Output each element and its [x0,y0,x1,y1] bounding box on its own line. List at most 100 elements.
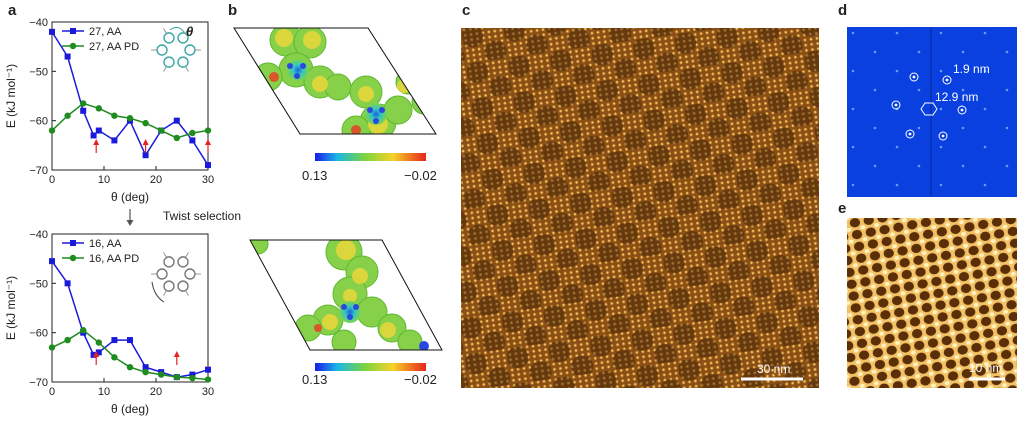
x-tick-label: 0 [49,174,55,186]
scalebar-c-label: 30 nm [757,362,790,376]
twist-arrow [125,208,135,228]
data-point [49,258,55,265]
selection-arrow-head [93,351,100,357]
y-tick-label: −70 [29,165,48,177]
fft-label-small: 1.9 nm [953,62,990,76]
plot-frame [51,21,209,171]
data-point [173,373,180,381]
legend-marker [70,28,76,34]
data-point [142,368,149,376]
esp-scale-low-bottom: 0.13 [302,372,327,387]
esp-scale-low-top: 0.13 [302,168,327,183]
data-point [111,112,118,119]
data-point [80,100,87,107]
data-point [173,134,180,142]
x-tick-label: 30 [202,386,214,398]
y-axis-label: E (kJ mol⁻¹) [4,276,18,340]
y-tick-label: −50 [29,66,48,78]
data-point [189,371,196,378]
data-point [111,137,118,144]
data-point [95,339,103,346]
data-point [48,344,56,351]
plot-frame [51,233,209,383]
data-point [90,351,97,358]
data-point [205,162,211,169]
legend-label: 16, AA [89,238,122,250]
legend-marker [70,240,76,246]
data-point [189,374,196,382]
data-point [64,53,71,60]
data-point [204,127,212,134]
data-point [173,117,180,124]
legend-marker [69,42,77,50]
selection-arrow-head [142,139,149,145]
data-point [90,132,97,139]
x-tick-label: 10 [98,386,110,398]
data-point [158,127,165,134]
molecule-inset [151,252,201,303]
x-axis-label: θ (deg) [111,190,149,204]
data-point [111,354,118,361]
data-point [189,129,196,137]
fft-label-large: 12.9 nm [935,90,978,104]
twist-selection-label: Twist selection [163,209,242,223]
x-tick-label: 10 [98,174,110,186]
y-tick-label: −40 [29,17,48,29]
x-axis-label: θ (deg) [111,402,149,416]
panel-letter-a: a [8,2,17,19]
data-point [64,336,71,344]
energy-chart-bottom: 0 10 20 30 −40 −50 −60 −70 E (kJ mol⁻¹) θ (deg) 16… [4,229,214,416]
legend-label: 27, AA [89,26,122,38]
esp-map-bottom: 0.13 −0.02 [249,239,443,387]
molecule-inset: θ [151,24,201,72]
data-point [142,152,149,159]
data-point [142,119,149,127]
y-axis-label: E (kJ mol⁻¹) [4,64,18,128]
data-point [95,127,102,134]
legend-label: 16, AA PD [89,253,139,265]
panel-letter-b: b [228,2,238,19]
esp-scale-high-top: −0.02 [404,168,437,183]
data-point [95,349,102,356]
x-tick-label: 20 [150,386,162,398]
data-point [48,127,56,134]
legend-marker [69,254,77,262]
y-tick-label: −70 [29,377,48,389]
data-point [49,28,55,35]
data-point [111,337,118,344]
data-point [64,112,71,119]
stm-image-large: 30 nm [461,28,819,388]
data-point [127,337,133,344]
data-point [205,366,211,373]
y-tick-label: −60 [29,328,48,340]
x-tick-label: 0 [49,386,55,398]
x-tick-label: 30 [202,174,214,186]
panel-letter-e: e [838,200,847,217]
panel-letter-c: c [462,2,471,19]
data-point [126,115,134,122]
theta-symbol: θ [186,24,193,39]
fft-image: 1.9 nm 12.9 nm [847,27,1017,197]
data-point [204,376,212,383]
scalebar-e-label: 10 nm [969,361,1002,375]
data-point [189,137,196,144]
x-tick-label: 20 [150,174,162,186]
esp-map-top: 0.13 −0.02 [233,27,437,183]
stm-image-zoom: 10 nm [847,218,1017,388]
data-point [80,107,87,114]
selection-arrow-head [173,351,180,357]
y-tick-label: −50 [29,278,48,290]
data-point [158,371,165,378]
y-tick-label: −60 [29,116,48,128]
data-point [64,280,71,287]
series-line [51,260,209,378]
selection-arrow-head [93,139,100,145]
data-point [80,327,87,334]
esp-scale-high-bottom: −0.02 [404,372,437,387]
selection-arrow-head [205,139,211,145]
y-tick-label: −40 [29,229,48,241]
data-point [95,105,103,112]
energy-chart-top: 0 10 20 30 −40 −50 −60 −70 E (kJ mol⁻¹) θ (deg) 27… [4,17,214,204]
data-point [142,364,149,371]
data-point [126,364,134,371]
